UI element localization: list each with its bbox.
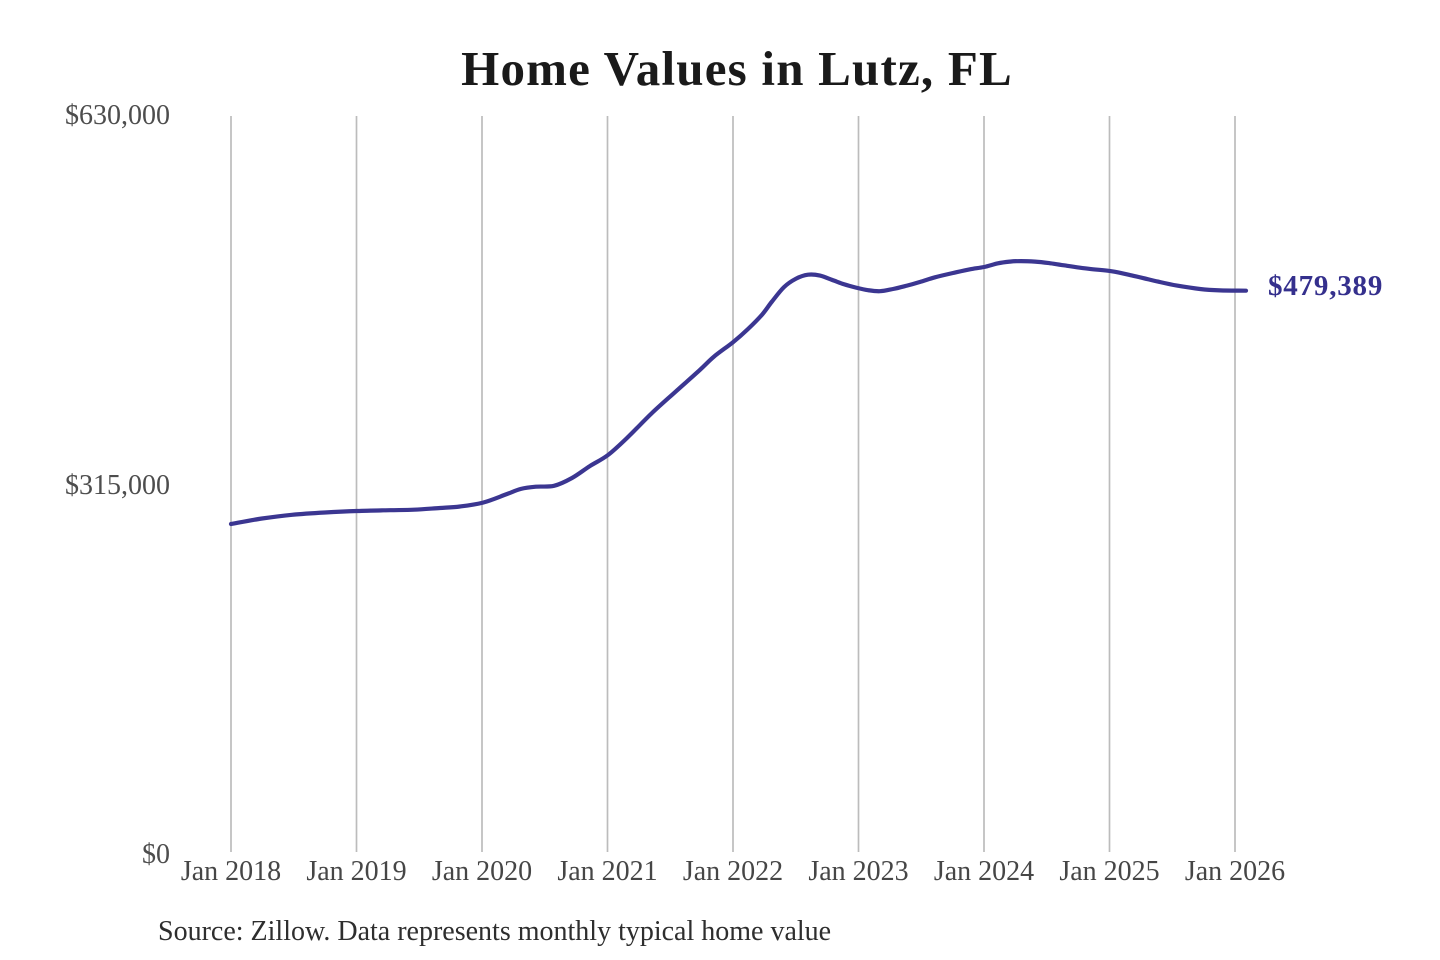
svg-text:Home Values in Lutz, FL: Home Values in Lutz, FL — [461, 41, 1013, 96]
svg-text:$315,000: $315,000 — [65, 470, 170, 501]
svg-text:$630,000: $630,000 — [65, 100, 170, 131]
svg-text:$479,389: $479,389 — [1268, 270, 1383, 302]
svg-text:Jan 2019: Jan 2019 — [306, 856, 406, 887]
svg-text:Jan 2022: Jan 2022 — [683, 856, 783, 887]
svg-text:Jan 2026: Jan 2026 — [1185, 856, 1285, 887]
svg-text:Jan 2023: Jan 2023 — [808, 856, 908, 887]
svg-text:Jan 2018: Jan 2018 — [181, 856, 281, 887]
svg-text:$0: $0 — [142, 839, 170, 870]
svg-text:Jan 2024: Jan 2024 — [934, 856, 1034, 887]
svg-text:Source: Zillow. Data represent: Source: Zillow. Data represents monthly … — [158, 916, 831, 947]
svg-text:Jan 2025: Jan 2025 — [1059, 856, 1159, 887]
svg-text:Jan 2021: Jan 2021 — [557, 856, 657, 887]
svg-text:Jan 2020: Jan 2020 — [432, 856, 532, 887]
